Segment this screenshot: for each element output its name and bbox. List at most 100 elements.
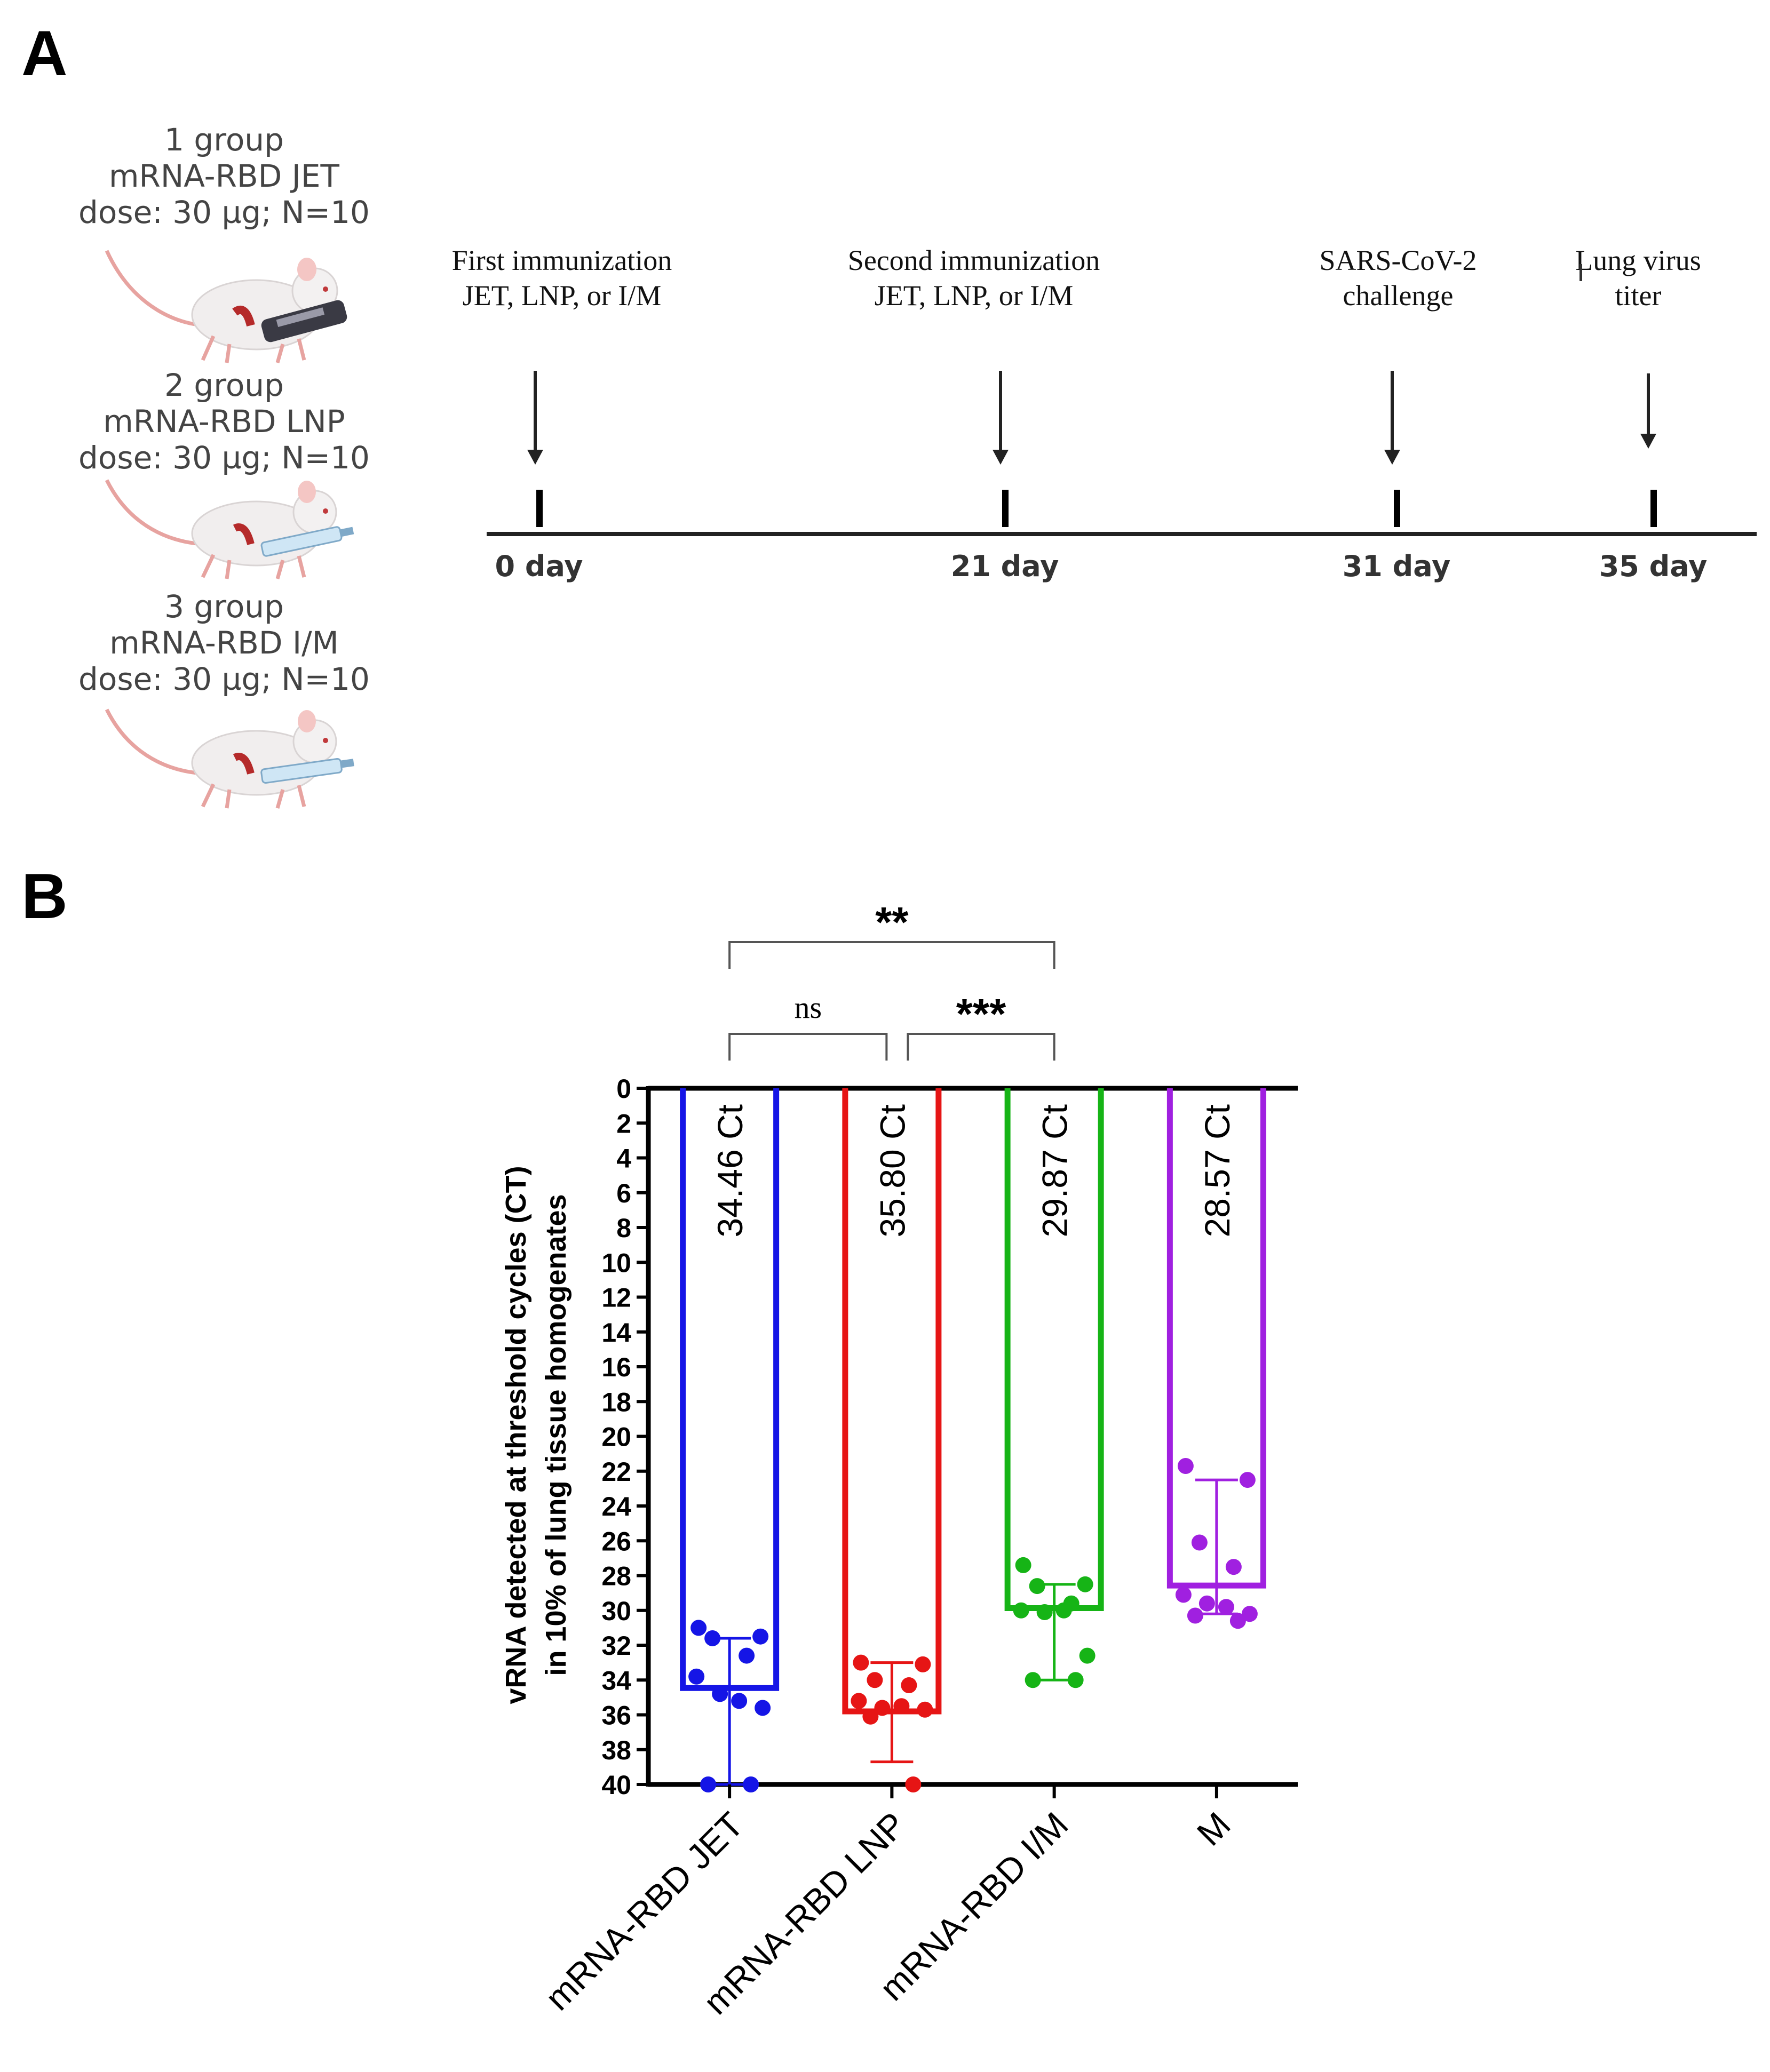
- panel-a-label: A: [21, 18, 68, 89]
- event-3-arrow: [1384, 371, 1400, 465]
- y-axis-title-line2: in 10% of lung tissue homogenates: [540, 1194, 572, 1676]
- significance-bracket-1: [728, 1033, 888, 1061]
- event-1-arrow: [527, 371, 543, 465]
- mouse-lnp-icon: [105, 479, 354, 579]
- group-3-name: mRNA-RBD I/M: [109, 625, 339, 661]
- group-2-dose: dose: 30 µg; N=10: [78, 440, 370, 476]
- event-4-text: Lung virus titer: [1515, 243, 1761, 313]
- bar-value-label-2: 35.80 Ct: [872, 1104, 912, 1238]
- event-4-subtitle: titer: [1615, 280, 1662, 312]
- data-point: [901, 1677, 917, 1694]
- data-point: [1025, 1672, 1041, 1688]
- bar-value-label-1: 34.46 Ct: [710, 1104, 750, 1238]
- y-tick-label: 24: [601, 1492, 631, 1521]
- y-tick-label: 4: [616, 1144, 631, 1174]
- y-tick-label: 12: [601, 1283, 631, 1313]
- y-tick-label: 8: [616, 1213, 631, 1243]
- y-tick-label: 32: [601, 1631, 631, 1661]
- event-3-text: SARS-CoV-2 challenge: [1249, 243, 1547, 313]
- y-tick-label: 18: [601, 1387, 631, 1417]
- data-point: [1055, 1602, 1072, 1619]
- data-point: [700, 1776, 717, 1792]
- bar-value-label-4: 28.57 Ct: [1197, 1104, 1237, 1238]
- data-point: [917, 1701, 933, 1718]
- data-point: [1067, 1672, 1084, 1688]
- mouse-im-icon: [105, 708, 354, 809]
- stray-mark: [1579, 264, 1582, 281]
- data-point: [905, 1776, 922, 1792]
- data-point: [1239, 1472, 1256, 1488]
- data-point: [739, 1647, 755, 1664]
- group-1-name: mRNA-RBD JET: [109, 158, 339, 194]
- data-point: [853, 1654, 869, 1671]
- data-point: [867, 1672, 883, 1688]
- tick-21-day: [1002, 490, 1009, 527]
- x-tick-label-4: M: [1189, 1805, 1238, 1853]
- data-point: [1029, 1578, 1045, 1595]
- data-point: [893, 1698, 910, 1715]
- y-tick-label: 38: [601, 1735, 631, 1765]
- group-3-label: 3 group mRNA-RBD I/M dose: 30 µg; N=10: [75, 588, 374, 697]
- data-point: [704, 1630, 721, 1646]
- data-point: [851, 1693, 867, 1709]
- data-point: [1036, 1604, 1053, 1621]
- tick-31-day: [1394, 490, 1400, 527]
- y-tick-label: 2: [616, 1109, 631, 1138]
- significance-label-3: **: [875, 898, 909, 946]
- timeline-axis: [487, 532, 1757, 536]
- day-31-label: 31 day: [1342, 549, 1451, 583]
- event-4-arrow: [1640, 373, 1656, 449]
- data-point: [752, 1628, 769, 1645]
- group-2-name: mRNA-RBD LNP: [103, 403, 345, 440]
- y-tick-label: 36: [601, 1701, 631, 1731]
- data-point: [1175, 1587, 1192, 1603]
- event-3-title: SARS-CoV-2: [1319, 244, 1477, 276]
- data-point: [1177, 1457, 1194, 1474]
- data-point: [1079, 1647, 1096, 1664]
- significance-bracket-3: [728, 941, 1055, 969]
- event-1-text: First immunization JET, LNP, or I/M: [412, 243, 711, 313]
- y-tick-label: 26: [601, 1526, 631, 1556]
- data-point: [1077, 1576, 1093, 1592]
- significance-bracket-2: [907, 1033, 1055, 1061]
- data-point: [731, 1693, 748, 1709]
- y-tick-label: 16: [601, 1352, 631, 1382]
- data-point: [712, 1686, 728, 1702]
- group-3-number: 3 group: [164, 588, 284, 625]
- data-point: [1187, 1607, 1203, 1624]
- tick-35-day: [1650, 490, 1657, 527]
- y-tick-label: 0: [616, 1074, 631, 1104]
- data-point: [874, 1700, 891, 1716]
- data-point: [1229, 1613, 1246, 1629]
- day-35-label: 35 day: [1599, 549, 1708, 583]
- y-tick-label: 20: [601, 1422, 631, 1452]
- group-2-label: 2 group mRNA-RBD LNP dose: 30 µg; N=10: [75, 367, 374, 476]
- event-1-title: First immunization: [451, 244, 672, 276]
- group-3-dose: dose: 30 µg; N=10: [78, 661, 370, 697]
- significance-label-2: ***: [956, 990, 1006, 1038]
- data-point: [1013, 1602, 1029, 1619]
- event-4-title: Lung virus: [1575, 244, 1701, 276]
- data-point: [1015, 1557, 1031, 1573]
- data-point: [688, 1668, 705, 1685]
- y-tick-label: 30: [601, 1596, 631, 1626]
- tick-0-day: [536, 490, 543, 527]
- event-2-subtitle: JET, LNP, or I/M: [874, 280, 1074, 312]
- y-tick-label: 22: [601, 1457, 631, 1487]
- significance-label-1: ns: [794, 990, 822, 1025]
- data-point: [755, 1700, 771, 1716]
- mouse-jet-icon: [105, 250, 347, 363]
- y-tick-label: 6: [616, 1178, 631, 1208]
- y-tick-label: 34: [601, 1665, 631, 1695]
- group-2-number: 2 group: [164, 367, 284, 403]
- data-point: [1241, 1606, 1258, 1622]
- panel-b-label: B: [21, 860, 68, 932]
- y-tick-label: 10: [601, 1248, 631, 1278]
- data-point: [862, 1708, 879, 1725]
- group-1-dose: dose: 30 µg; N=10: [78, 194, 370, 230]
- data-point: [743, 1776, 759, 1792]
- data-point: [915, 1656, 931, 1672]
- event-1-subtitle: JET, LNP, or I/M: [462, 280, 662, 312]
- y-tick-label: 28: [601, 1561, 631, 1591]
